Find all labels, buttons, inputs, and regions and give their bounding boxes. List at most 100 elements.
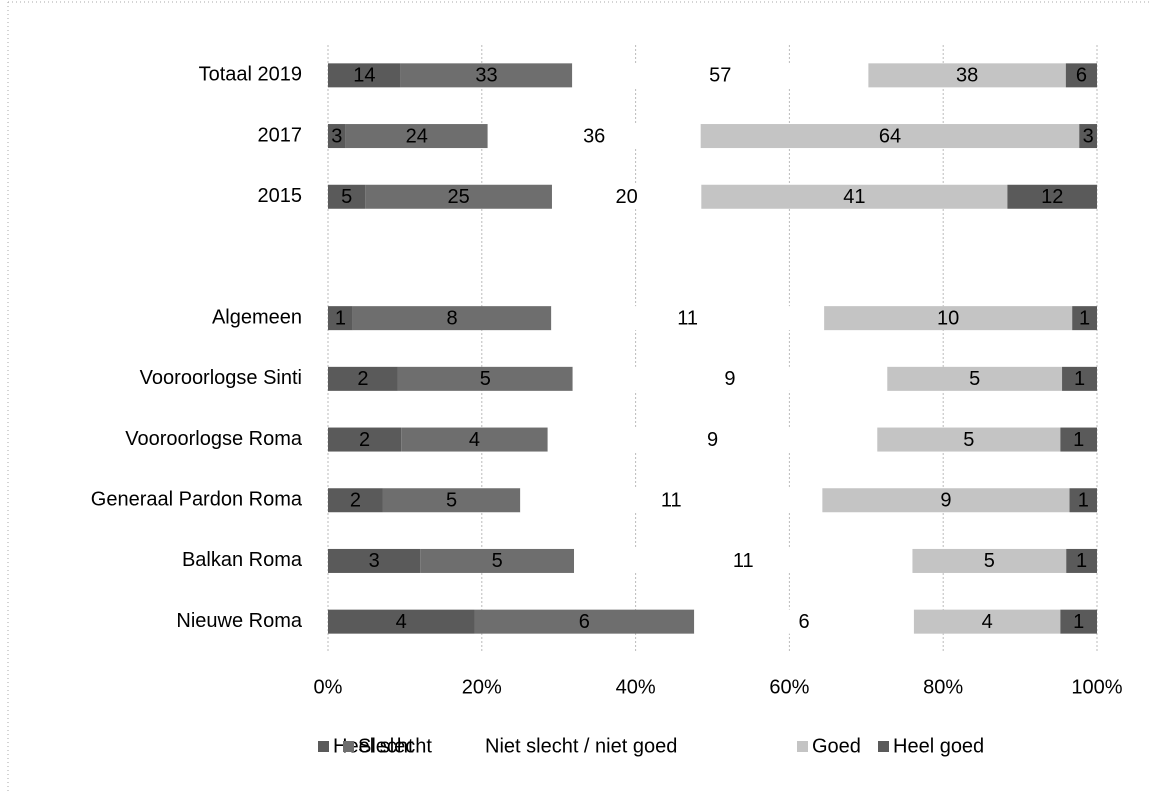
bar-segment bbox=[824, 306, 1073, 331]
bar-segment bbox=[328, 488, 383, 513]
data-label: 5 bbox=[984, 550, 995, 572]
category-label: Totaal 2019 bbox=[199, 64, 302, 86]
bar-segment bbox=[328, 609, 475, 634]
category-label: Nieuwe Roma bbox=[176, 610, 302, 632]
bar-segment bbox=[547, 427, 878, 452]
legend-swatch bbox=[797, 741, 808, 752]
data-label: 5 bbox=[480, 368, 491, 390]
bar-segment bbox=[487, 124, 701, 149]
bar-segment bbox=[328, 548, 421, 573]
bar-segment bbox=[1072, 306, 1097, 331]
legend-label: Slecht bbox=[358, 735, 414, 757]
data-label: 1 bbox=[1073, 611, 1084, 633]
bar-segment bbox=[1069, 488, 1097, 513]
bar-segment bbox=[572, 366, 888, 391]
category-label: Balkan Roma bbox=[182, 549, 303, 571]
bar-segment bbox=[400, 63, 573, 88]
bar-segment bbox=[520, 488, 823, 513]
bar-segment bbox=[700, 124, 1080, 149]
data-label: 5 bbox=[446, 490, 457, 512]
bar-segment bbox=[328, 306, 353, 331]
bar-segment bbox=[401, 427, 548, 452]
legend-swatch bbox=[878, 741, 889, 752]
bar-segment bbox=[912, 548, 1067, 573]
legend-label: Goed bbox=[812, 735, 861, 757]
data-label: 9 bbox=[707, 429, 718, 451]
data-label: 3 bbox=[1083, 125, 1094, 147]
data-label: 25 bbox=[448, 186, 470, 208]
bar-segment bbox=[474, 609, 695, 634]
data-label: 1 bbox=[1079, 307, 1090, 329]
data-label: 5 bbox=[341, 186, 352, 208]
bar-segment bbox=[1060, 427, 1097, 452]
category-label: Vooroorlogse Sinti bbox=[140, 367, 302, 389]
legend-swatch bbox=[343, 741, 354, 752]
data-label: 33 bbox=[475, 65, 497, 87]
bar-segment bbox=[1066, 548, 1097, 573]
data-label: 9 bbox=[940, 490, 951, 512]
data-label: 38 bbox=[956, 65, 978, 87]
bar-segment bbox=[1007, 184, 1097, 209]
data-label: 24 bbox=[406, 125, 428, 147]
data-label: 6 bbox=[798, 611, 809, 633]
data-label: 11 bbox=[661, 490, 682, 512]
data-label: 36 bbox=[583, 125, 605, 147]
data-label: 4 bbox=[469, 429, 480, 451]
data-label: 1 bbox=[1078, 490, 1089, 512]
data-label: 1 bbox=[1074, 368, 1085, 390]
bar-segment bbox=[887, 366, 1063, 391]
bar-segment bbox=[328, 427, 402, 452]
bar-segment bbox=[574, 548, 913, 573]
data-label: 1 bbox=[1073, 429, 1084, 451]
bar-segment bbox=[1065, 63, 1097, 88]
data-label: 20 bbox=[616, 186, 638, 208]
category-label: Algemeen bbox=[212, 306, 302, 328]
legend-label: Heel goed bbox=[893, 735, 984, 757]
data-label: 6 bbox=[1076, 65, 1087, 87]
bar-segment bbox=[913, 609, 1061, 634]
data-label: 2 bbox=[359, 429, 370, 451]
bar-segment bbox=[1060, 609, 1097, 634]
bar-segment bbox=[345, 124, 488, 149]
data-label: 6 bbox=[579, 611, 590, 633]
bar-segment bbox=[551, 184, 702, 209]
category-label: 2015 bbox=[258, 185, 303, 207]
data-label: 5 bbox=[963, 429, 974, 451]
bar-segment bbox=[694, 609, 914, 634]
data-label: 3 bbox=[331, 125, 342, 147]
bar-segment bbox=[1062, 366, 1097, 391]
data-label: 10 bbox=[937, 307, 959, 329]
data-label: 5 bbox=[492, 550, 503, 572]
bar-segment bbox=[420, 548, 575, 573]
category-label: Generaal Pardon Roma bbox=[91, 489, 303, 511]
bar-segment bbox=[868, 63, 1066, 88]
x-tick-label: 0% bbox=[314, 676, 343, 698]
data-label: 8 bbox=[446, 307, 457, 329]
x-tick-label: 20% bbox=[462, 676, 502, 698]
data-label: 12 bbox=[1041, 186, 1063, 208]
data-label: 57 bbox=[709, 65, 731, 87]
bar-segment bbox=[551, 306, 825, 331]
bar-segment bbox=[397, 366, 573, 391]
bar-segment bbox=[328, 366, 398, 391]
data-label: 11 bbox=[733, 550, 754, 572]
x-tick-label: 100% bbox=[1071, 676, 1122, 698]
bar-segment bbox=[328, 63, 401, 88]
bar-segment bbox=[328, 124, 346, 149]
bar-segment bbox=[877, 427, 1061, 452]
data-label: 9 bbox=[724, 368, 735, 390]
data-label: 64 bbox=[879, 125, 901, 147]
data-label: 5 bbox=[969, 368, 980, 390]
data-label: 4 bbox=[396, 611, 407, 633]
x-tick-label: 80% bbox=[923, 676, 963, 698]
bar-segment bbox=[822, 488, 1070, 513]
data-label: 2 bbox=[357, 368, 368, 390]
category-label: 2017 bbox=[258, 124, 303, 146]
category-label: Vooroorlogse Roma bbox=[125, 428, 303, 450]
bar-segment bbox=[328, 184, 366, 209]
data-label: 1 bbox=[335, 307, 346, 329]
bar-segment bbox=[1079, 124, 1097, 149]
legend-swatch bbox=[318, 741, 329, 752]
bar-segment bbox=[701, 184, 1008, 209]
